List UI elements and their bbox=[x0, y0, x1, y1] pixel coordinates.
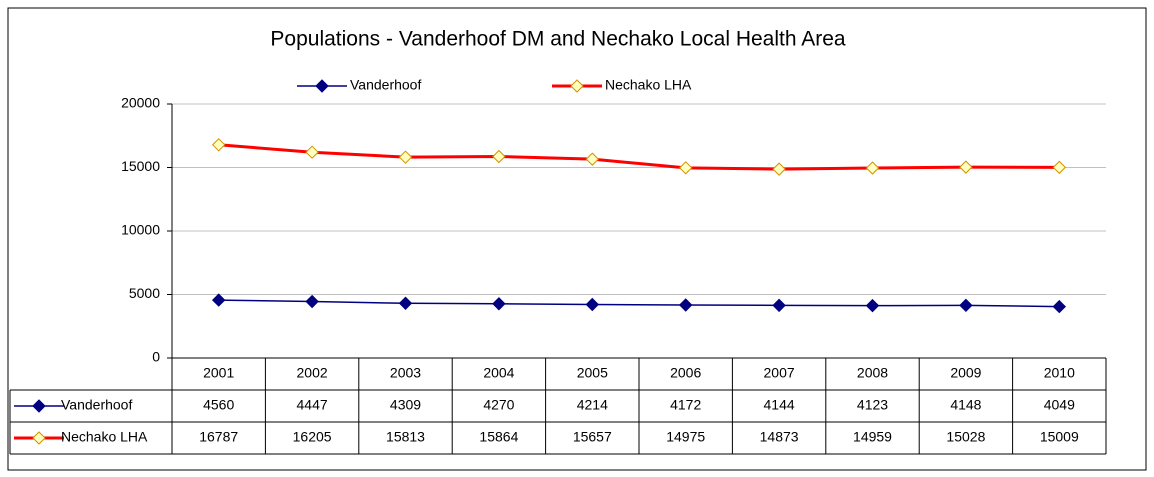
data-point bbox=[585, 297, 600, 312]
y-tick-label: 0 bbox=[152, 349, 160, 365]
marker bbox=[315, 79, 329, 93]
data-point bbox=[585, 152, 600, 166]
table-cell: 14975 bbox=[666, 429, 705, 445]
data-point bbox=[305, 145, 319, 159]
x-tick-label: 2010 bbox=[1044, 365, 1075, 381]
table-cell: 15028 bbox=[946, 429, 985, 445]
chart-title: Populations - Vanderhoof DM and Nechako … bbox=[270, 28, 845, 51]
table-cell: 15864 bbox=[479, 429, 518, 445]
table-cell: 4560 bbox=[203, 397, 234, 413]
y-tick-label: 5000 bbox=[129, 285, 160, 301]
table-cell: 4309 bbox=[390, 397, 421, 413]
table-cell: 4172 bbox=[670, 397, 701, 413]
table-cell: 4214 bbox=[577, 397, 608, 413]
series-line bbox=[218, 143, 1060, 171]
table-cell: 16787 bbox=[199, 429, 238, 445]
table-cell: 4447 bbox=[297, 397, 328, 413]
x-tick-label: 2009 bbox=[950, 365, 981, 381]
table-cell: 4148 bbox=[950, 397, 981, 413]
data-point bbox=[1052, 160, 1067, 175]
x-tick-label: 2004 bbox=[483, 365, 514, 381]
data-point bbox=[398, 150, 413, 164]
table-cell: 14873 bbox=[760, 429, 799, 445]
marker bbox=[32, 431, 46, 445]
x-tick-label: 2002 bbox=[297, 365, 328, 381]
data-point bbox=[959, 298, 973, 313]
x-tick-label: 2001 bbox=[203, 365, 234, 381]
y-tick-label: 10000 bbox=[121, 222, 160, 238]
data-point bbox=[772, 162, 786, 176]
table-cell: 15813 bbox=[386, 429, 425, 445]
data-point bbox=[678, 161, 693, 175]
marker bbox=[32, 399, 46, 413]
table-cell: 4270 bbox=[483, 397, 514, 413]
marker bbox=[570, 79, 584, 93]
table-cell: 15009 bbox=[1040, 429, 1079, 445]
series-line bbox=[218, 299, 1060, 308]
table-series-label: Vanderhoof bbox=[61, 397, 132, 413]
y-tick-label: 15000 bbox=[121, 158, 160, 174]
data-point bbox=[305, 294, 319, 309]
data-point bbox=[492, 297, 506, 311]
data-point bbox=[865, 161, 880, 175]
legend-label: Nechako LHA bbox=[605, 77, 692, 93]
data-point bbox=[398, 296, 413, 310]
table-cell: 14959 bbox=[853, 429, 892, 445]
data-point bbox=[959, 160, 973, 174]
data-point bbox=[772, 298, 786, 313]
data-point bbox=[1052, 299, 1067, 314]
x-tick-label: 2005 bbox=[577, 365, 608, 381]
x-tick-label: 2008 bbox=[857, 365, 888, 381]
legend-label: Vanderhoof bbox=[350, 77, 421, 93]
table-cell: 16205 bbox=[293, 429, 332, 445]
table-cell: 4144 bbox=[764, 397, 795, 413]
data-point bbox=[678, 298, 693, 312]
data-point bbox=[211, 138, 226, 152]
table-cell: 4123 bbox=[857, 397, 888, 413]
data-point bbox=[865, 298, 880, 313]
table-cell: 15657 bbox=[573, 429, 612, 445]
x-tick-label: 2003 bbox=[390, 365, 421, 381]
table-cell: 4049 bbox=[1044, 397, 1075, 413]
data-point bbox=[492, 149, 506, 164]
data-point bbox=[211, 293, 226, 307]
x-tick-label: 2006 bbox=[670, 365, 701, 381]
table-series-label: Nechako LHA bbox=[61, 429, 148, 445]
x-tick-label: 2007 bbox=[764, 365, 795, 381]
y-tick-label: 20000 bbox=[121, 95, 160, 111]
